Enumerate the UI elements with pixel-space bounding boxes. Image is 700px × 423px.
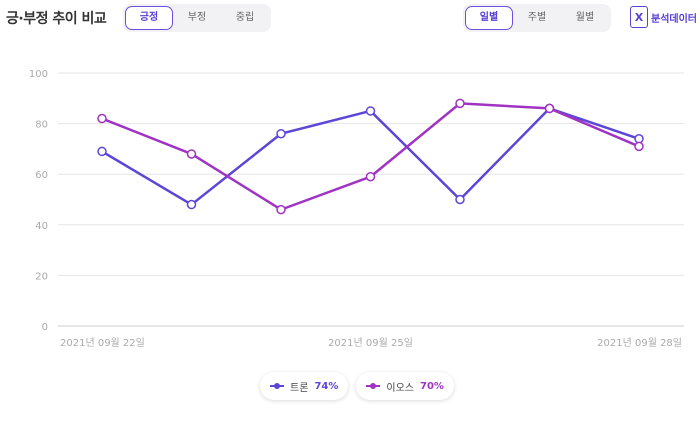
x-tick-label: 2021년 09월 25일 <box>328 337 413 349</box>
legend-label-series-2: 이오스 <box>386 382 414 394</box>
export-data-label: 분석데이터 <box>651 13 697 25</box>
data-point-series-2 <box>544 103 555 114</box>
tab-positive[interactable]: 긍정 <box>125 6 173 30</box>
data-point-series-1 <box>634 134 644 144</box>
data-point-series-1 <box>365 106 376 116</box>
export-data-button[interactable]: X 분석데이터 <box>630 6 697 28</box>
chart-legend: 트론 74% 이오스 70% <box>0 372 700 400</box>
legend-swatch-series-2 <box>366 382 381 390</box>
y-tick-label: 80 <box>35 120 48 131</box>
data-point-series-1 <box>186 199 197 210</box>
tab-daily[interactable]: 일별 <box>465 6 513 30</box>
data-point-series-2 <box>186 149 197 159</box>
data-point-series-1 <box>97 146 107 157</box>
legend-label-series-1: 트론 <box>290 382 309 394</box>
data-point-series-2 <box>276 204 286 215</box>
tab-negative[interactable]: 부정 <box>187 12 207 23</box>
y-tick-label: 20 <box>35 271 48 282</box>
y-tick-label: 60 <box>35 170 48 181</box>
data-point-series-1 <box>276 128 286 139</box>
legend-swatch-series-1 <box>270 382 285 390</box>
y-tick-label: 40 <box>35 221 48 232</box>
period-toggle: 일별 주별 월별 <box>463 4 611 32</box>
tab-monthly[interactable]: 월별 <box>575 12 595 23</box>
y-tick-label: 0 <box>42 322 48 333</box>
x-tick-label: 2021년 09월 22일 <box>60 337 145 349</box>
page-title: 긍·부정 추이 비교 <box>6 11 107 27</box>
series-line-1 <box>101 107 640 206</box>
legend-item-series-1[interactable]: 트론 74% <box>260 372 349 400</box>
tab-neutral[interactable]: 중립 <box>235 12 255 23</box>
excel-icon: X <box>630 6 648 28</box>
data-point-series-2 <box>97 113 107 124</box>
line-chart: 0 20 40 60 80 100 2021년 09월 22일 2021년 09월 25일 20… <box>29 69 684 349</box>
tab-weekly[interactable]: 주별 <box>527 12 547 23</box>
legend-value-series-1: 74% <box>314 380 339 392</box>
sentiment-toggle: 긍정 부정 중립 <box>123 4 271 32</box>
x-tick-label: 2021년 09월 28일 <box>597 337 682 349</box>
data-point-series-2 <box>455 98 465 109</box>
legend-value-series-2: 70% <box>420 380 444 392</box>
data-point-series-1 <box>455 194 465 205</box>
data-point-series-2 <box>365 171 376 182</box>
series-line-2 <box>101 102 640 211</box>
y-tick-label: 100 <box>29 69 48 80</box>
legend-item-series-2[interactable]: 이오스 70% <box>356 372 454 400</box>
data-point-series-2 <box>634 141 644 152</box>
